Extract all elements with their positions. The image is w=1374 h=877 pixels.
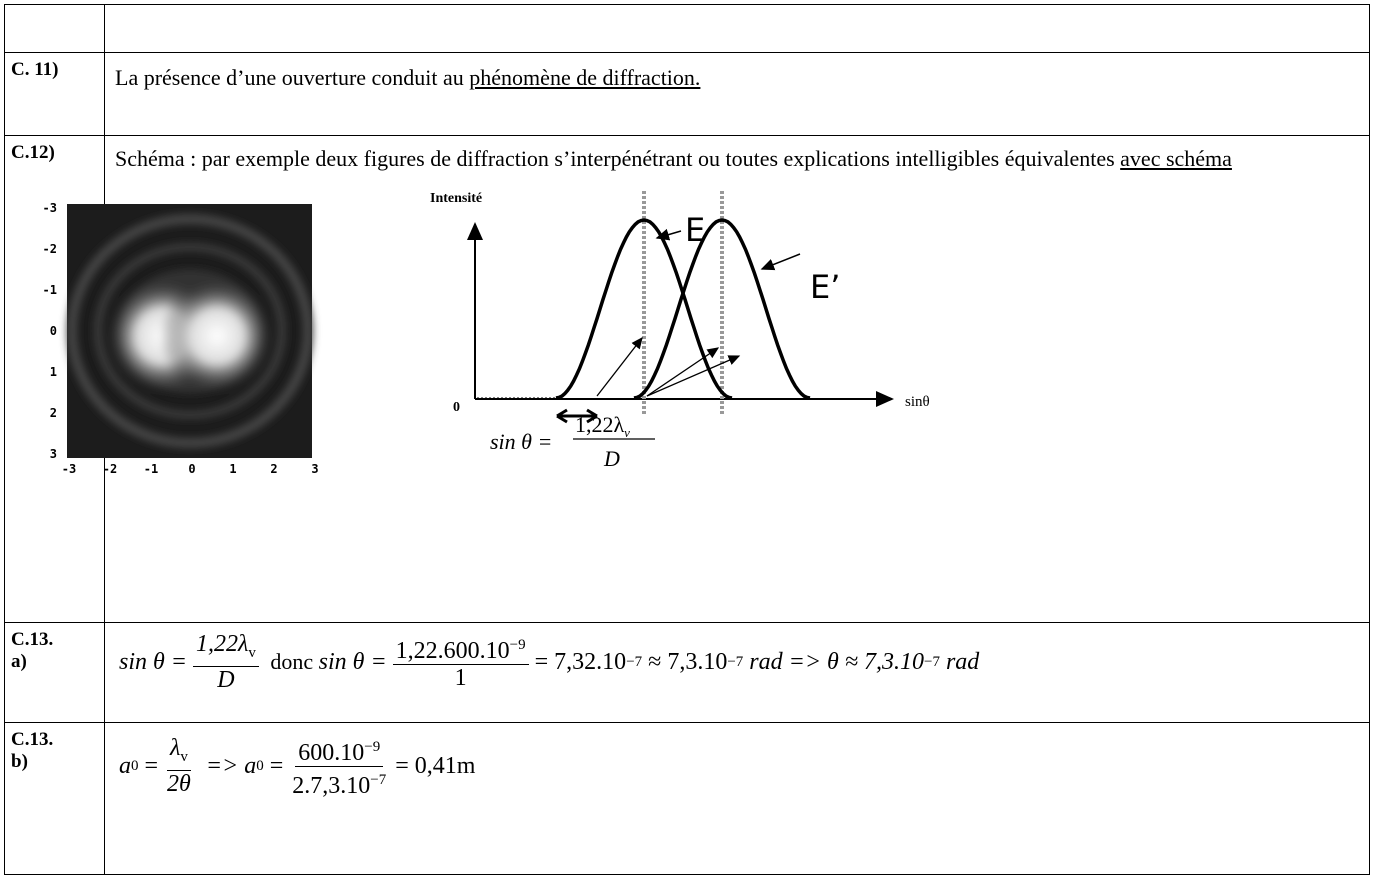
formula-part: rad => θ ≈ 7,3.10: [743, 648, 924, 675]
cell: [4, 4, 105, 53]
figure: -3 -2 -1 0 1 2 3 -3 -2 -1 0 1 2 3: [43, 191, 930, 476]
formula-part: 1: [454, 665, 467, 692]
underlined-text: phénomène de diffraction.: [469, 65, 701, 90]
text: La présence d’une ouverture conduit au: [115, 65, 470, 90]
formula: v: [624, 425, 630, 440]
tick-label: -2: [103, 462, 117, 476]
text: Schéma : par exemple deux figures de dif…: [115, 146, 1121, 171]
formula-part: 1,22λ: [196, 631, 249, 657]
formula-part: 0: [131, 758, 139, 774]
formula-part: ≈ 7,3.10: [642, 648, 728, 675]
label: a): [11, 651, 27, 672]
formula-part: rad: [939, 648, 980, 675]
underlined-text: avec schéma: [1120, 146, 1232, 171]
formula-part: −7: [370, 771, 387, 788]
answer-table: C. 11) La présence d’une ouverture condu…: [4, 4, 1370, 875]
tick-label: -2: [43, 242, 57, 256]
tick-label: -1: [144, 462, 158, 476]
formula-part: λ: [169, 735, 181, 762]
curve-label: E’: [810, 268, 840, 306]
formula-part: sin θ =: [119, 648, 187, 675]
tick-label: 0: [50, 324, 57, 338]
formula-part: −9: [364, 738, 381, 755]
formula-part: v: [248, 644, 256, 661]
tick-label: -1: [43, 283, 57, 297]
label: C.12): [11, 142, 55, 163]
formula-part: donc: [264, 648, 319, 674]
tick-label: 1: [50, 365, 57, 379]
formula-part: =: [138, 753, 159, 779]
tick-label: 3: [311, 462, 318, 476]
tick-label: 2: [50, 406, 57, 420]
intensity-graph: Intensité 0 sinθ E E’ sin θ = 1,22λv D: [430, 191, 930, 471]
tick-label: 3: [50, 447, 57, 461]
label: C.13.: [11, 629, 54, 650]
formula-part: 2θ: [167, 770, 191, 797]
axis-label: Intensité: [430, 191, 482, 206]
formula-part: D: [217, 666, 235, 693]
formula: 1,22λv: [575, 412, 630, 440]
formula-part: 2.7,3.10: [292, 772, 371, 799]
diffraction-pattern: -3 -2 -1 0 1 2 3 -3 -2 -1 0 1 2 3: [43, 201, 319, 476]
axis-label: sinθ: [905, 394, 930, 410]
formula: sin θ = 1,22λv D donc sin θ = 1,22.600.10…: [119, 631, 1359, 693]
formula-part: 600.10: [298, 739, 365, 766]
origin-label: 0: [453, 400, 460, 415]
formula-part: −7: [727, 653, 744, 670]
tick-label: 1: [229, 462, 236, 476]
formula-part: −7: [626, 653, 643, 670]
formula-part: sin θ =: [318, 648, 387, 675]
tick-label: 2: [270, 462, 277, 476]
tick-label: -3: [43, 201, 57, 215]
row-content: La présence d’une ouverture conduit au p…: [104, 52, 1370, 136]
label: b): [11, 751, 28, 772]
formula-part: 0: [256, 758, 264, 774]
formula-part: v: [180, 748, 188, 765]
formula-part: −9: [509, 637, 526, 654]
row-label: C.13. a): [4, 622, 105, 723]
formula-part: 1,22.600.10: [395, 638, 510, 665]
label: C. 11): [11, 59, 59, 80]
cell: [104, 4, 1370, 53]
tick-label: -3: [62, 462, 76, 476]
row-content: Schéma : par exemple deux figures de dif…: [43, 135, 1370, 623]
tick-label: 0: [188, 462, 195, 476]
formula: 1,22λ: [575, 412, 625, 437]
row-content: sin θ = 1,22λv D donc sin θ = 1,22.600.10…: [104, 622, 1370, 723]
formula-part: −7: [924, 653, 940, 670]
formula-part: =: [263, 753, 284, 779]
label: C.13.: [11, 729, 54, 750]
formula-part: = 7,32.10: [534, 648, 627, 675]
formula-part: => a: [199, 753, 257, 779]
formula: sin θ =: [490, 429, 552, 454]
formula: D: [603, 446, 620, 471]
formula-part: = 0,41m: [395, 753, 476, 779]
curve-label: E: [685, 211, 705, 249]
formula-part: a: [119, 753, 131, 779]
row-label: C.13. b): [4, 722, 105, 875]
row-label: C. 11): [4, 52, 105, 136]
